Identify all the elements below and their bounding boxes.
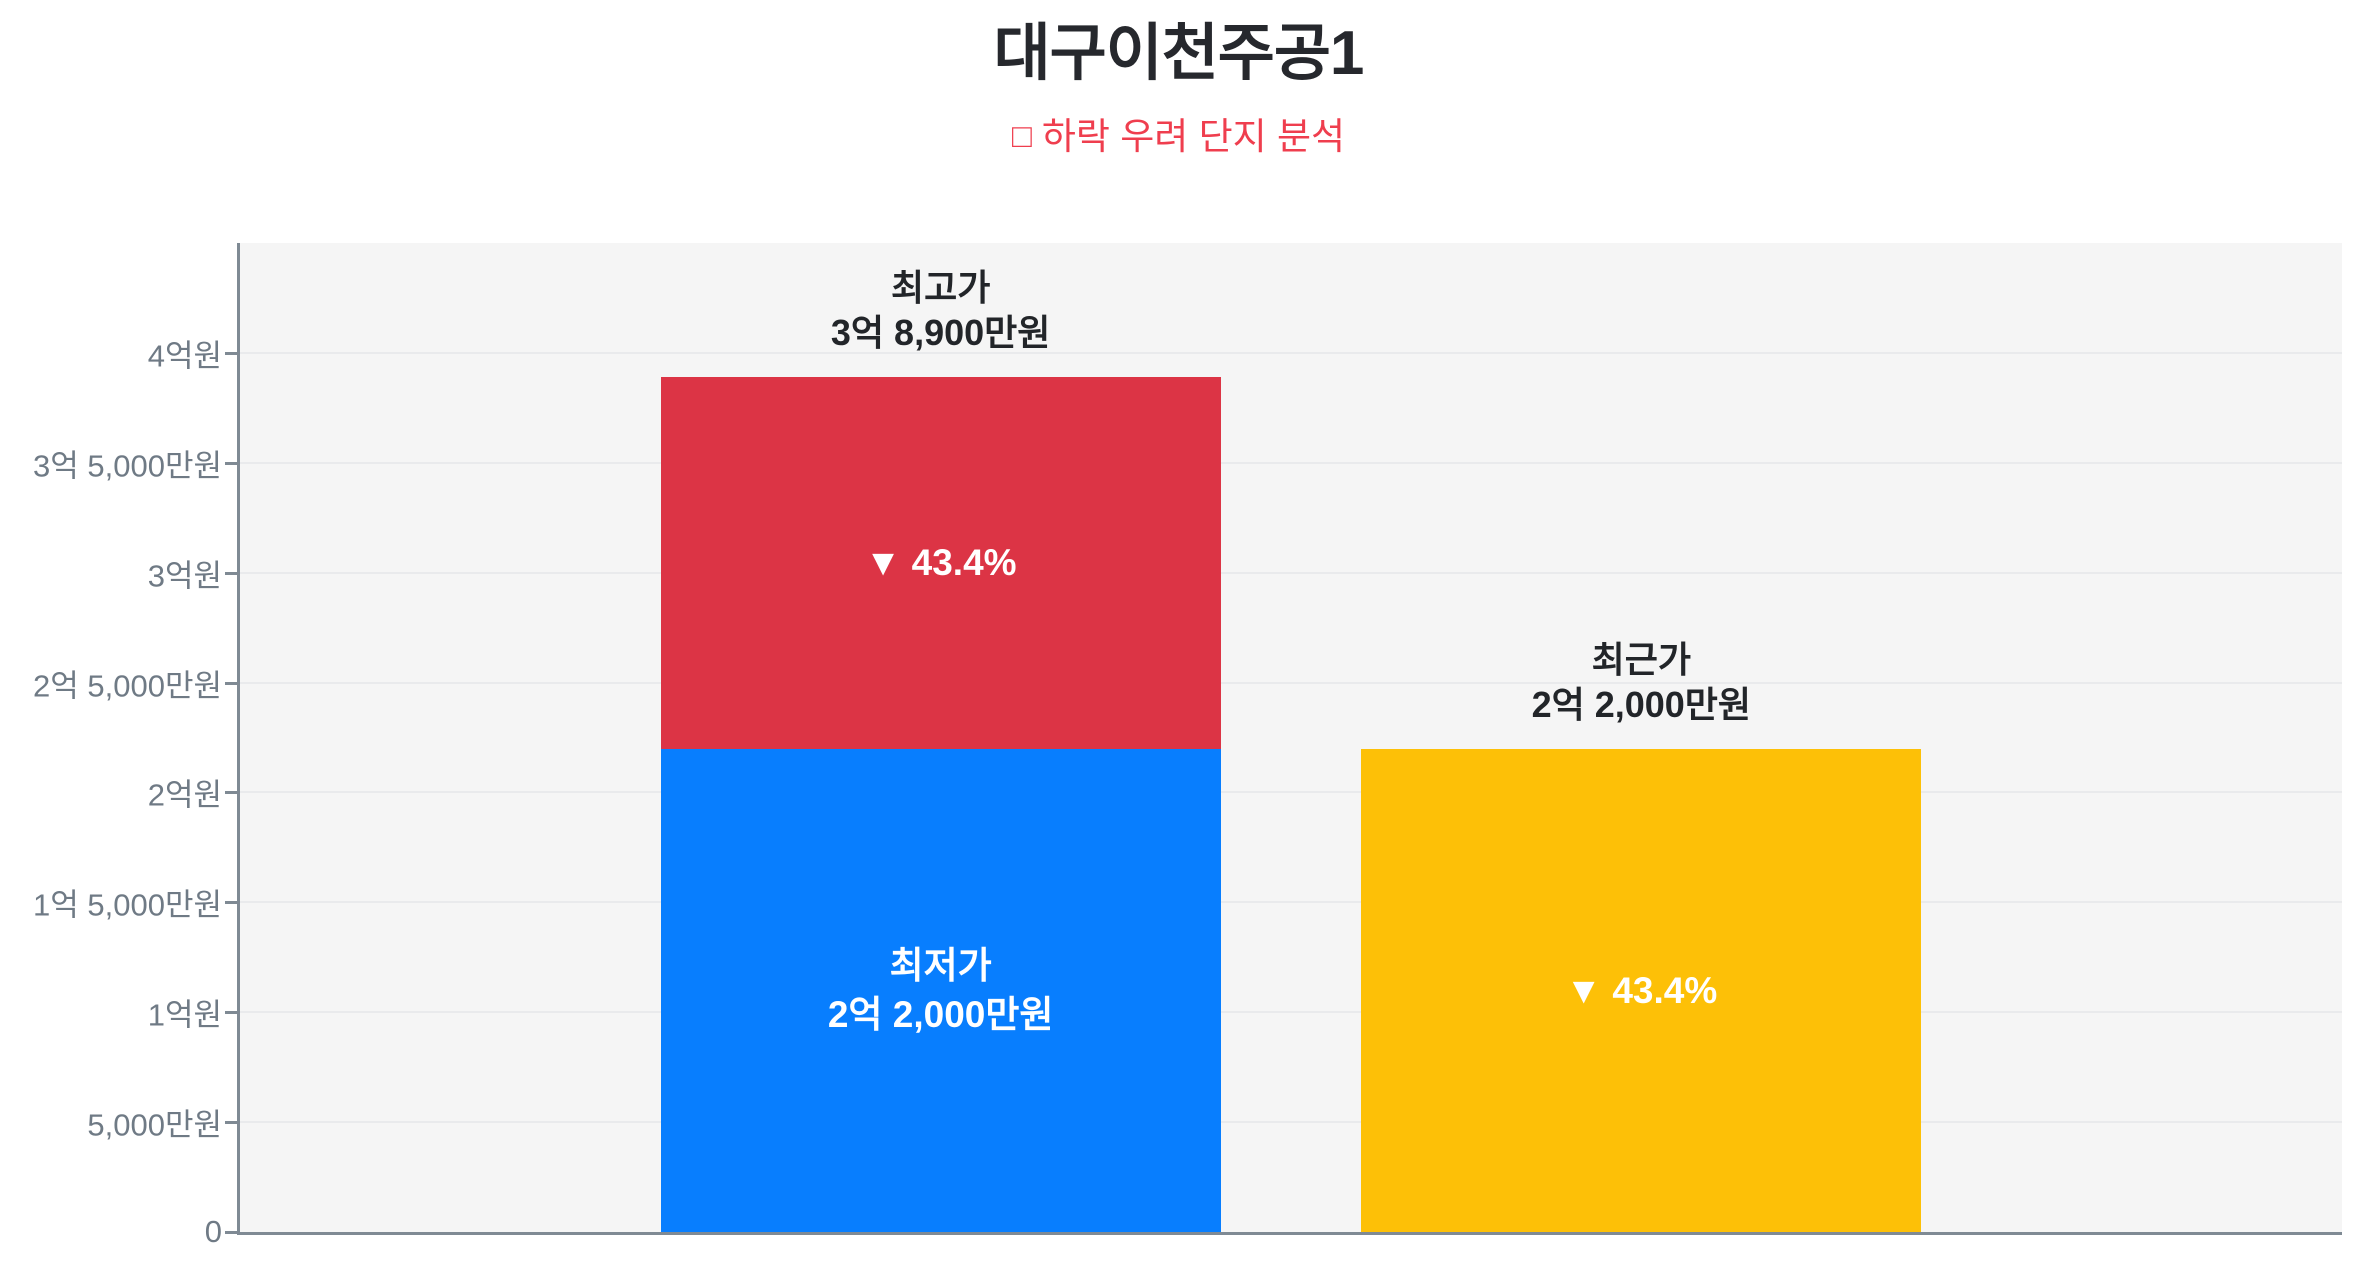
y-axis-tick-label: 2억 5,000만원 xyxy=(33,668,222,704)
gridline xyxy=(240,1011,2342,1014)
y-axis-tick xyxy=(225,791,240,795)
y-axis-tick-label: 3억 5,000만원 xyxy=(33,448,222,484)
y-axis-tick xyxy=(225,901,240,905)
y-axis-tick xyxy=(225,351,240,355)
y-axis-tick xyxy=(225,681,240,685)
square-icon: □ xyxy=(1011,117,1032,154)
y-axis-tick xyxy=(225,571,240,575)
bar-label-line: 최근가 xyxy=(1591,638,1692,680)
gridline xyxy=(240,1121,2342,1124)
bar-segment-text: ▼ 43.4% xyxy=(864,542,1017,584)
gridline xyxy=(240,461,2342,464)
chart-title: 대구이천주공1 xyxy=(993,19,1365,88)
gridline xyxy=(240,791,2342,794)
y-axis-tick xyxy=(225,1121,240,1125)
gridline xyxy=(240,351,2342,354)
y-axis-tick-label: 5,000만원 xyxy=(87,1107,222,1143)
bar-segment-lowest[interactable]: 최저가 2억 2,000만원 xyxy=(660,748,1221,1232)
bar-segment-text: 2억 2,000만원 xyxy=(827,994,1054,1036)
y-axis-tick-label: 4억원 xyxy=(147,338,222,374)
y-axis-tick-label: 0 xyxy=(204,1214,222,1249)
y-axis-tick-label: 3억원 xyxy=(147,558,222,594)
y-axis-tick-label: 1억원 xyxy=(147,997,222,1033)
bar-segment-recent[interactable]: ▼ 43.4% xyxy=(1361,748,1922,1232)
bar-label-line: 최고가 xyxy=(890,267,991,309)
bar-label-line: 3억 8,900만원 xyxy=(830,312,1051,354)
y-axis-tick xyxy=(225,1011,240,1015)
y-axis-tick-label: 2억원 xyxy=(147,777,222,813)
chart-subtitle-text: 하락 우려 단지 분석 xyxy=(1041,116,1346,157)
gridline xyxy=(240,681,2342,684)
chart-subtitle: □ 하락 우려 단지 분석 xyxy=(0,106,2357,160)
y-axis-tick-label: 1억 5,000만원 xyxy=(33,887,222,923)
bar-segment-text: 최저가 xyxy=(889,945,992,987)
y-axis-tick xyxy=(225,461,240,465)
plot-area: 최저가 2억 2,000만원 ▼ 43.4% 최고가 3억 8,900만원 ▼ 43.4%… xyxy=(237,243,2342,1235)
gridline xyxy=(240,901,2342,904)
bar-segment-drop[interactable]: ▼ 43.4% xyxy=(660,377,1221,749)
y-axis-tick xyxy=(225,1231,240,1234)
gridline xyxy=(240,571,2342,574)
bar-label-recent: 최근가 2억 2,000만원 xyxy=(1361,637,1921,727)
bar-segment-text: ▼ 43.4% xyxy=(1565,969,1718,1011)
bar-label-line: 2억 2,000만원 xyxy=(1531,683,1752,725)
bar-label-highest: 최고가 3억 8,900만원 xyxy=(661,265,1221,355)
